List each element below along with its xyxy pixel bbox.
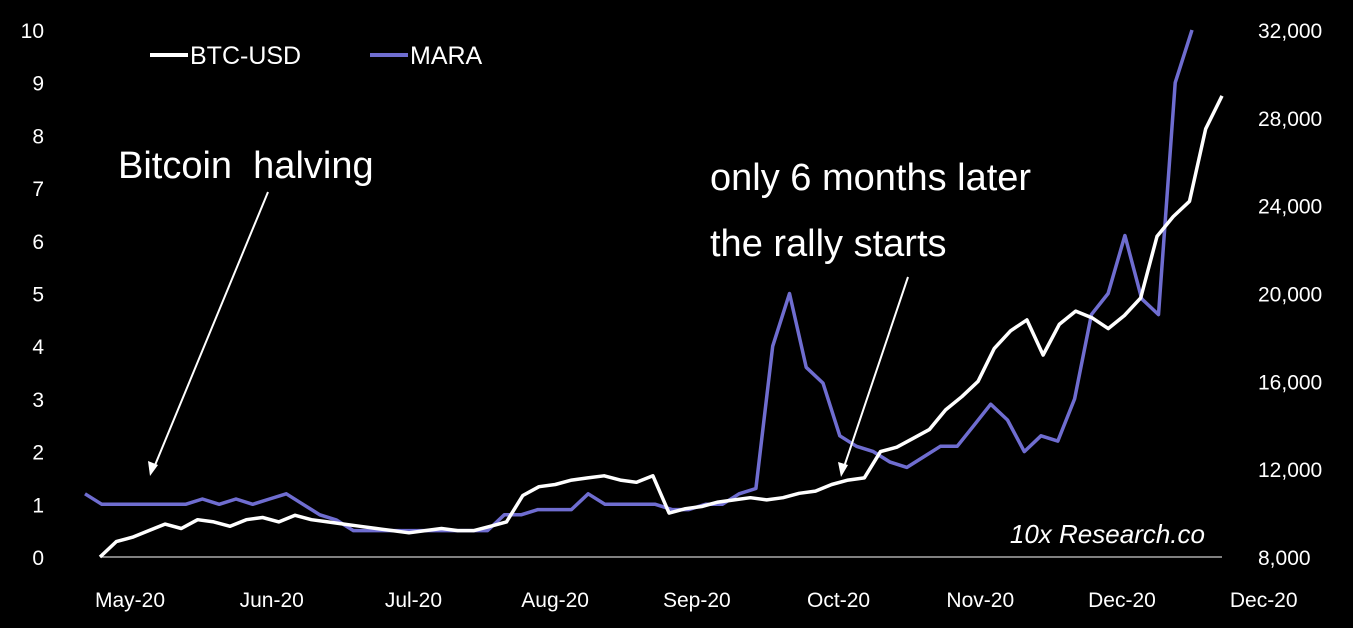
y-right-tick-label: 32,000	[1258, 20, 1322, 43]
y-left-tick-label: 1	[32, 494, 44, 517]
y-left-tick-label: 0	[32, 547, 44, 570]
legend-mara-label: MARA	[410, 42, 483, 70]
y-left-tick-label: 7	[32, 178, 44, 201]
annotation-bitcoin-halving: Bitcoin halving	[118, 145, 374, 187]
x-tick-label: May-20	[95, 589, 165, 612]
arrowhead-rally	[838, 462, 848, 477]
y-right-tick-label: 24,000	[1258, 196, 1322, 219]
x-tick-label: Jun-20	[240, 589, 304, 612]
y-left-axis: 0 1 2 3 4 5 6 7 8 9 10	[21, 20, 45, 570]
y-right-axis: 8,000 12,000 16,000 20,000 24,000 28,000 32,00…	[1258, 20, 1322, 570]
watermark: 10x Research.co	[1010, 519, 1205, 549]
series-line-mara	[84, 29, 1194, 533]
y-left-tick-label: 4	[32, 336, 44, 359]
series-layer	[84, 29, 1224, 559]
annotation-arrow-rally	[842, 276, 909, 471]
y-right-tick-label: 16,000	[1258, 371, 1322, 394]
y-left-tick-label: 9	[32, 73, 44, 96]
y-right-tick-label: 28,000	[1258, 108, 1322, 131]
annotation-rally-line2: the rally starts	[710, 223, 947, 265]
y-right-tick-label: 8,000	[1258, 547, 1311, 570]
x-tick-label: Oct-20	[807, 589, 870, 612]
legend-btc-label: BTC-USD	[190, 42, 301, 70]
annotation-arrow-halving	[152, 191, 269, 471]
y-right-tick-label: 12,000	[1258, 459, 1322, 482]
arrowhead-halving	[148, 461, 158, 476]
x-tick-label: Nov-20	[946, 589, 1014, 612]
y-left-tick-label: 5	[32, 284, 44, 307]
x-tick-label: Jul-20	[385, 589, 442, 612]
series-line-btc-usd	[98, 95, 1224, 559]
y-left-tick-label: 6	[32, 231, 44, 254]
y-left-tick-label: 10	[21, 20, 44, 43]
x-tick-label: Aug-20	[521, 589, 589, 612]
x-tick-label: Sep-20	[663, 589, 731, 612]
x-tick-label: Dec-20	[1088, 589, 1156, 612]
x-axis: May-20 Jun-20 Jul-20 Aug-20 Sep-20 Oct-20 Nov-…	[95, 589, 1298, 612]
y-left-tick-label: 3	[32, 389, 44, 412]
y-left-tick-label: 8	[32, 125, 44, 148]
legend: BTC-USD MARA	[150, 42, 483, 70]
y-left-tick-label: 2	[32, 442, 44, 465]
x-tick-label: Dec-20	[1230, 589, 1298, 612]
y-right-tick-label: 20,000	[1258, 284, 1322, 307]
annotation-rally-line1: only 6 months later	[710, 157, 1031, 199]
